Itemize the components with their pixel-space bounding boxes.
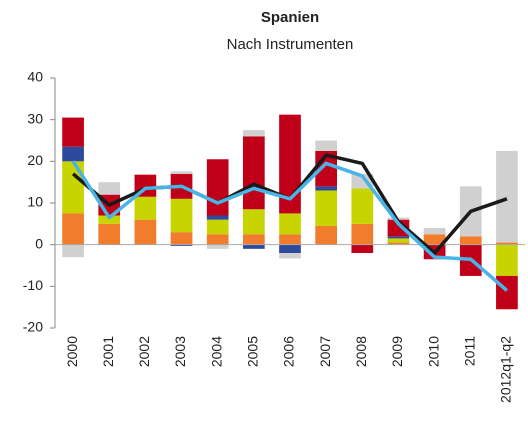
x-tick-label: 2011 <box>461 336 477 366</box>
bar-segment <box>170 171 193 174</box>
bar-segment <box>351 223 374 245</box>
bar-segment <box>62 244 84 258</box>
x-tick-label: 2004 <box>208 336 224 367</box>
x-tick-label: 2008 <box>353 336 369 367</box>
y-tick-label: 10 <box>27 194 43 210</box>
bar-segment <box>387 219 410 237</box>
bar-segment <box>423 228 446 235</box>
bar-segment <box>206 234 229 245</box>
bar-segment <box>243 130 265 137</box>
x-tick-label: 2007 <box>317 336 333 367</box>
bar-segment <box>387 242 410 245</box>
y-tick-label: 20 <box>27 152 43 168</box>
bar-segment <box>351 244 374 253</box>
bar-segment <box>279 213 301 235</box>
y-tick-label: 40 <box>27 69 43 85</box>
bar-segment <box>496 275 518 310</box>
bar-segment <box>98 223 121 245</box>
x-tick-label: 2012q1-q2 <box>498 336 514 403</box>
bar-segment <box>62 213 84 245</box>
bar-segment <box>315 190 337 226</box>
bar-segment <box>62 146 84 162</box>
y-tick-label: 30 <box>27 110 43 126</box>
bar-segment <box>496 150 518 243</box>
x-tick-label: 2010 <box>425 336 441 367</box>
bar-segment <box>98 182 121 195</box>
bar-segment <box>279 244 301 253</box>
bar-segment <box>243 234 265 245</box>
y-tick-label: -10 <box>23 277 43 293</box>
bar-segment <box>170 244 193 246</box>
bar-segment <box>279 234 301 245</box>
bar-segment <box>62 117 84 147</box>
x-tick-label: 2009 <box>389 336 405 367</box>
bar-segment <box>62 161 84 214</box>
bar-segment <box>351 188 374 224</box>
x-tick-label: 2005 <box>245 336 261 367</box>
y-tick-label: 0 <box>35 235 43 251</box>
bar-segment <box>315 186 337 191</box>
bar-segment <box>387 238 410 243</box>
bar-segment <box>459 236 482 245</box>
bar-segment <box>206 159 229 216</box>
x-tick-label: 2000 <box>64 336 80 367</box>
bar-segment <box>279 253 301 259</box>
bar-segment <box>315 225 337 245</box>
x-tick-label: 2003 <box>172 336 188 367</box>
bar-segment <box>206 244 229 249</box>
chart-title: Spanien <box>261 9 319 26</box>
bar-segment <box>170 232 193 245</box>
bar-segment <box>243 209 265 235</box>
x-tick-label: 2001 <box>100 336 116 367</box>
bar-segment <box>315 140 337 151</box>
x-tick-label: 2006 <box>281 336 297 367</box>
bar-segment <box>496 244 518 276</box>
chart-subtitle: Nach Instrumenten <box>227 36 354 53</box>
bar-segment <box>243 244 265 249</box>
x-tick-label: 2002 <box>136 336 152 367</box>
bar-segment <box>170 198 193 233</box>
bar-segment <box>134 196 157 220</box>
bar-segment <box>134 219 157 245</box>
bar-segment <box>243 136 265 210</box>
bar-segment <box>423 234 446 245</box>
bar-segment <box>98 215 121 224</box>
bar-segment <box>206 219 229 235</box>
line-series <box>71 160 509 292</box>
bar-segment <box>496 242 518 245</box>
bar-segment <box>206 215 229 220</box>
bar-segment <box>387 236 410 239</box>
y-tick-label: -20 <box>23 319 43 335</box>
bar-segment <box>279 114 301 214</box>
